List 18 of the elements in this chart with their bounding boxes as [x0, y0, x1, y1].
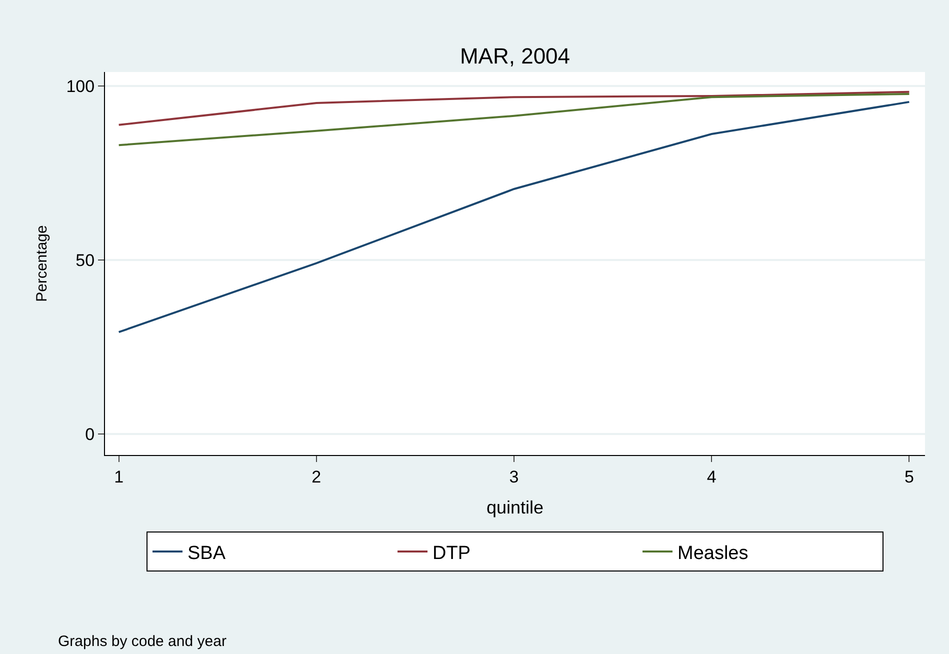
x-tick-label: 4: [706, 467, 716, 486]
line-series: [118, 100, 910, 334]
x-tick-label: 5: [904, 467, 914, 486]
y-tick-label: 100: [66, 76, 95, 96]
line-series: [118, 90, 910, 126]
y-tick-label: 0: [85, 425, 95, 444]
x-tick-label: 3: [509, 467, 519, 486]
line-series: [118, 92, 910, 146]
legend-label: Measles: [678, 542, 748, 564]
text: Graphs by code and year: [58, 633, 226, 650]
x-tick-label: 1: [114, 467, 124, 486]
chart-title: MAR, 2004: [460, 43, 570, 68]
legend-label: SBA: [188, 542, 226, 564]
y-axis-title: Percentage: [33, 225, 50, 302]
x-axis-title: quintile: [486, 498, 544, 518]
y-tick-label: 50: [76, 250, 95, 270]
legend-label: DTP: [432, 542, 470, 564]
x-tick-label: 2: [312, 467, 322, 486]
